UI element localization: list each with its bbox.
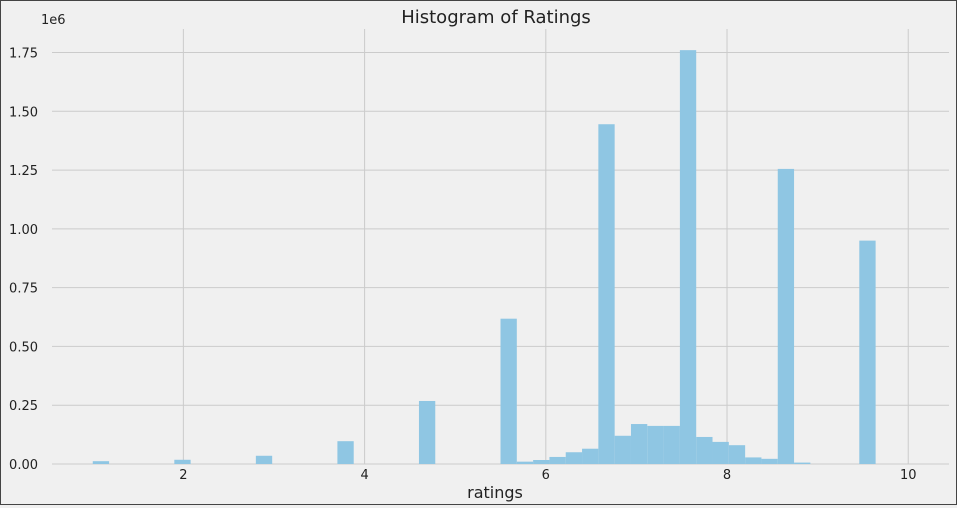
histogram-bar (533, 460, 550, 464)
histogram-bar (174, 459, 191, 464)
histogram-bar (794, 462, 811, 464)
y-tick-label: 1.50 (9, 105, 38, 120)
histogram-bar (859, 240, 876, 464)
histogram-bar (516, 461, 534, 464)
histogram-bar (679, 50, 697, 464)
histogram-bar (255, 455, 273, 464)
histogram-bar (761, 458, 778, 464)
y-tick-label: 0.00 (9, 458, 38, 473)
histogram-bar (745, 457, 762, 464)
histogram-bar (696, 436, 713, 464)
histogram-bar (728, 445, 746, 464)
histogram-bar (582, 448, 599, 464)
histogram-bar (549, 456, 566, 464)
x-tick-label: 10 (900, 468, 917, 483)
histogram-bar (630, 424, 648, 464)
x-tick-label: 4 (360, 468, 368, 483)
y-tick-label: 0.25 (9, 399, 38, 414)
histogram-bar (337, 441, 354, 464)
histogram-bars (92, 50, 876, 465)
chart-title: Histogram of Ratings (401, 7, 591, 28)
histogram-bar (777, 168, 795, 465)
histogram-bar (500, 318, 517, 464)
y-axis-ticks: 0.00 0.25 0.50 0.75 1.00 1.25 1.50 1.75 (9, 47, 38, 473)
y-tick-label: 1.00 (9, 223, 38, 238)
histogram-bar (598, 124, 615, 464)
histogram-bar (418, 400, 436, 464)
histogram-bar (614, 435, 631, 464)
histogram-bar (663, 425, 680, 464)
x-tick-label: 8 (723, 468, 731, 483)
histogram-bar (565, 452, 583, 464)
x-tick-label: 6 (542, 468, 550, 483)
y-tick-label: 0.50 (9, 340, 38, 355)
histogram-bar (92, 461, 110, 464)
x-axis-label: ratings (467, 483, 523, 502)
grid-lines (52, 29, 949, 465)
x-tick-label: 2 (179, 468, 187, 483)
histogram-bar (712, 441, 729, 464)
x-axis-ticks: 2 4 6 8 10 (179, 468, 916, 483)
y-offset-label: 1e6 (41, 13, 66, 28)
histogram-bar (647, 425, 664, 464)
y-tick-label: 1.75 (9, 47, 38, 62)
y-tick-label: 1.25 (9, 164, 38, 179)
y-tick-label: 0.75 (9, 282, 38, 297)
